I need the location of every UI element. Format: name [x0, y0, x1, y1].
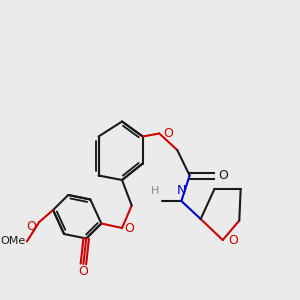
- Text: H: H: [151, 187, 159, 196]
- Text: N: N: [177, 184, 186, 196]
- Text: O: O: [79, 265, 88, 278]
- Text: O: O: [27, 220, 37, 233]
- Text: O: O: [164, 127, 173, 140]
- Text: O: O: [219, 169, 229, 182]
- Text: OMe: OMe: [0, 236, 26, 247]
- Text: O: O: [124, 221, 134, 235]
- Text: O: O: [228, 233, 238, 247]
